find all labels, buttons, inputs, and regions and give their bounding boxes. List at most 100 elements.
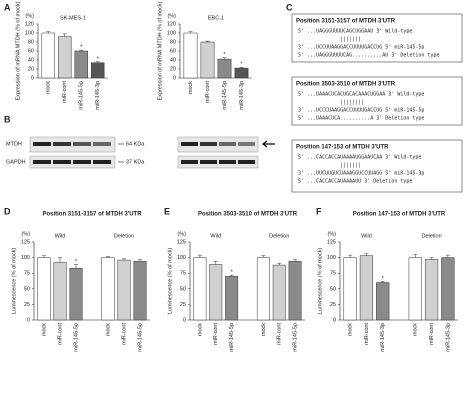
blot-row-label: MTDH <box>6 141 22 147</box>
y-tick-label: 60 <box>28 48 34 54</box>
x-tick-label: miR-145-5p <box>137 323 143 352</box>
sequence-title: Position 147-153 of MTDH 3'UTR <box>296 145 389 151</box>
sequence-line: 5' ...UAAACUCA..........A 3' Deletion ty… <box>298 116 424 122</box>
blot <box>29 136 275 169</box>
sequence-box <box>291 13 463 63</box>
y-tick-label: 20 <box>170 66 176 72</box>
y-tick-label: 120 <box>167 21 176 27</box>
sequence-line: ||||||| <box>340 163 361 169</box>
x-tick-label: miR-145-5p <box>79 81 85 110</box>
x-tick-label: miR-145-5p <box>229 323 235 352</box>
y-tick-label: 20 <box>28 66 34 72</box>
y-tick-label: 0 <box>27 317 30 323</box>
y-axis-title: Luminescence (% of mock) <box>11 248 17 314</box>
y-tick-label: 25 <box>180 302 186 308</box>
sequence-box <box>291 139 463 193</box>
y-tick-label: 100 <box>177 255 186 261</box>
bar <box>376 282 390 321</box>
bar <box>225 276 239 321</box>
sequence-line: 5' ...UAAACUCACUGCACAAACUGGAA 3' Wild-ty… <box>298 92 424 98</box>
bar <box>234 67 249 79</box>
sequence-box <box>291 76 463 126</box>
bar <box>288 261 302 321</box>
y-axis-title: Expression of mRNA MTDH (% of mock) <box>15 1 21 100</box>
panel-label: F <box>316 206 322 216</box>
y-tick-label: 125 <box>21 239 30 245</box>
x-tick-label: miR-145-5p <box>222 81 228 110</box>
y-tick-label: 75 <box>180 271 186 277</box>
bar <box>193 257 207 321</box>
sequence-line: 3' ...UCCUUAAGGACCUUUUGACCUG 5' miR-145-… <box>298 45 424 51</box>
y-tick-label: 120 <box>25 21 34 27</box>
group-label: Deletion <box>421 233 441 239</box>
chart-title: Position 3503-3510 of MTDH 3'UTR <box>198 212 298 218</box>
bar <box>58 36 72 79</box>
y-axis-title: Luminescence (% of mock) <box>317 248 323 314</box>
x-tick-label: mock <box>46 81 52 94</box>
y-axis-title: Luminescence (% of mock) <box>167 248 173 314</box>
x-tick-label: miR-cont <box>213 323 219 345</box>
y-unit: (%) <box>327 231 336 237</box>
group-label: Deletion <box>269 233 289 239</box>
y-unit: (%) <box>21 231 30 237</box>
x-tick-label: miR-cont <box>429 323 435 345</box>
panel-label: B <box>4 114 11 124</box>
y-tick-label: 60 <box>170 48 176 54</box>
y-tick-label: 0 <box>31 75 34 81</box>
y-tick-label: 40 <box>28 57 34 63</box>
y-tick-label: 75 <box>24 271 30 277</box>
significance: * <box>382 276 385 282</box>
chart-title: Position 3151-3157 of MTDH 3'UTR <box>42 212 142 218</box>
x-tick-label: mock <box>413 323 419 336</box>
x-tick-label: miR-145-5p <box>293 323 299 352</box>
sequence-line: 5' ...UAGGGUUUUCAGCUGGAAU 3' Wild-type <box>298 29 412 35</box>
y-tick-label: 25 <box>24 302 30 308</box>
sequence-line: 5' ...CACCACCAUAAAAUGGAAUCAA 3' Wild-typ… <box>298 155 421 161</box>
sequence-title: Position 3151-3157 of MTDH 3'UTR <box>296 19 396 25</box>
significance: * <box>80 45 83 51</box>
sequence-line: 5' ...UAGGGUUUUCAG..........AU 3' Deleti… <box>298 53 439 59</box>
x-tick-label: mock <box>188 81 194 94</box>
y-tick-label: 0 <box>333 317 336 323</box>
bar <box>408 257 422 321</box>
blot-row-label: GAPDH <box>6 159 26 165</box>
y-tick-label: 100 <box>21 255 30 261</box>
x-tick-label: miR-cont <box>277 323 283 345</box>
blot-size: 37 KDa <box>126 159 145 165</box>
bar <box>359 255 374 321</box>
bar <box>256 257 270 321</box>
significance: * <box>240 62 243 68</box>
chart-title: EBC-1 <box>208 15 224 21</box>
y-tick-label: 50 <box>330 286 336 292</box>
bar <box>101 257 115 321</box>
y-tick-label: 80 <box>170 39 176 45</box>
sequence-line: |||||||| <box>340 100 364 106</box>
sequence-line: 3' ...UUCUUGUCUAAAGGUCCUUAGG 5' miR-145-… <box>298 171 424 177</box>
significance: * <box>223 52 226 58</box>
y-unit: (%) <box>167 13 176 19</box>
bar <box>209 264 223 321</box>
y-tick-label: 50 <box>24 286 30 292</box>
y-tick-label: 0 <box>183 317 186 323</box>
bar <box>117 259 131 321</box>
x-tick-label: miR-cont <box>121 323 127 345</box>
x-tick-label: miR-cont <box>57 323 63 345</box>
x-tick-label: miR-145-3p <box>380 323 386 352</box>
bar <box>69 267 83 321</box>
bar <box>37 257 51 321</box>
sequence-title: Position 3503-3510 of MTDH 3'UTR <box>296 82 396 88</box>
x-tick-label: miR-145-3p <box>95 81 101 110</box>
x-tick-label: miR-145-5p <box>73 323 79 352</box>
panel-label: D <box>4 206 11 216</box>
y-tick-label: 80 <box>28 39 34 45</box>
sequence-line: ||||||| <box>340 37 361 43</box>
y-tick-label: 100 <box>167 30 176 36</box>
x-tick-label: mock <box>197 323 203 336</box>
y-axis-title: Expression of mRNA MTDH (% of mock) <box>157 1 163 100</box>
significance: * <box>75 259 78 265</box>
group-label: Wild <box>361 233 372 239</box>
x-tick-label: mock <box>348 323 354 336</box>
bar <box>53 262 67 321</box>
y-tick-label: 100 <box>327 255 336 261</box>
